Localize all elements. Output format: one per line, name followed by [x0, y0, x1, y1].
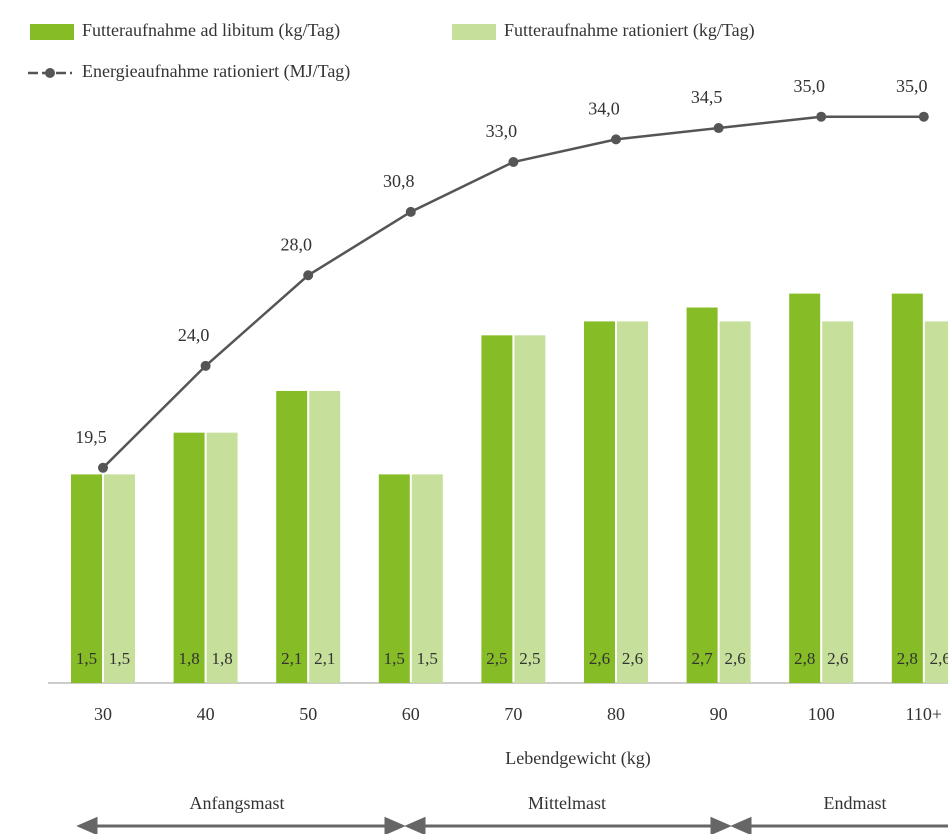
bar-value-label: 2,1 — [281, 649, 302, 668]
bar — [173, 432, 205, 683]
phase-label: Anfangsmast — [190, 793, 285, 813]
bar-value-label: 2,8 — [794, 649, 815, 668]
x-tick-label: 80 — [607, 704, 625, 724]
bar — [924, 321, 948, 683]
bar — [276, 390, 308, 683]
arrow-head — [730, 816, 752, 834]
bar-value-label: 2,8 — [897, 649, 918, 668]
x-tick-label: 110+ — [906, 704, 942, 724]
bar-value-label: 2,5 — [519, 649, 540, 668]
bar — [206, 432, 238, 683]
arrow-head — [404, 816, 426, 834]
line-value-label: 34,5 — [691, 87, 723, 107]
bar — [719, 321, 751, 683]
x-tick-label: 60 — [402, 704, 420, 724]
bar — [789, 293, 821, 683]
legend-dot — [45, 68, 55, 78]
arrow-head — [76, 816, 98, 834]
x-tick-label: 90 — [710, 704, 728, 724]
line-point — [611, 134, 621, 145]
bar — [378, 474, 410, 683]
line-point — [303, 270, 314, 281]
bar — [617, 321, 648, 683]
line-point — [200, 360, 211, 371]
bar — [481, 335, 513, 683]
x-tick-label: 40 — [197, 704, 215, 724]
line-value-label: 30,8 — [383, 171, 415, 191]
bar — [104, 474, 135, 683]
bar — [71, 474, 102, 683]
line-value-label: 33,0 — [486, 121, 518, 141]
bar — [822, 321, 854, 683]
bar-value-label: 2,5 — [486, 649, 507, 668]
bar — [309, 390, 341, 683]
line-point — [405, 206, 416, 217]
line-point — [508, 157, 519, 168]
arrow-head — [710, 816, 732, 834]
bar-value-label: 2,1 — [314, 649, 335, 668]
line-value-label: 35,0 — [793, 76, 825, 96]
bar-value-label: 1,8 — [211, 649, 232, 668]
phase-arrows — [76, 816, 948, 834]
bar-value-label: 2,7 — [691, 649, 713, 668]
line-value-label: 19,5 — [75, 427, 107, 447]
bar-value-label: 1,5 — [109, 649, 130, 668]
bar-value-label: 1,5 — [76, 649, 97, 668]
x-tick-label: 30 — [94, 704, 112, 724]
phase-label: Mittelmast — [528, 793, 606, 813]
bar-value-label: 2,6 — [827, 649, 848, 668]
legend-label: Futteraufnahme rationiert (kg/Tag) — [504, 20, 755, 41]
line-value-label: 24,0 — [178, 325, 210, 345]
line-point — [98, 462, 108, 473]
bar — [686, 307, 718, 683]
bar-value-label: 1,5 — [417, 649, 438, 668]
bar-value-label: 1,5 — [384, 649, 405, 668]
bar — [411, 474, 443, 683]
bar — [584, 321, 615, 683]
bar-value-label: 2,6 — [622, 649, 643, 668]
bar-value-label: 2,6 — [724, 649, 745, 668]
line-point — [816, 111, 827, 122]
line-value-label: 35,0 — [896, 76, 928, 96]
arrow-head — [384, 816, 406, 834]
line-point — [713, 123, 724, 134]
legend-label: Futteraufnahme ad libitum (kg/Tag) — [82, 20, 340, 41]
legend-swatch — [452, 24, 496, 40]
x-axis-title: Lebendgewicht (kg) — [505, 748, 650, 769]
line-value-label: 28,0 — [280, 234, 312, 254]
x-tick-label: 50 — [299, 704, 317, 724]
x-tick-label: 100 — [808, 704, 835, 724]
bar-value-label: 2,6 — [589, 649, 610, 668]
line-point — [918, 111, 929, 122]
bar — [891, 293, 923, 683]
bar — [514, 335, 546, 683]
bar-value-label: 2,6 — [930, 649, 948, 668]
legend-swatch — [30, 24, 74, 40]
phase-label: Endmast — [824, 793, 887, 813]
x-tick-label: 70 — [504, 704, 522, 724]
line-value-label: 34,0 — [588, 98, 620, 118]
bar-value-label: 1,8 — [178, 649, 199, 668]
legend-label: Energieaufnahme rationiert (MJ/Tag) — [82, 61, 350, 82]
